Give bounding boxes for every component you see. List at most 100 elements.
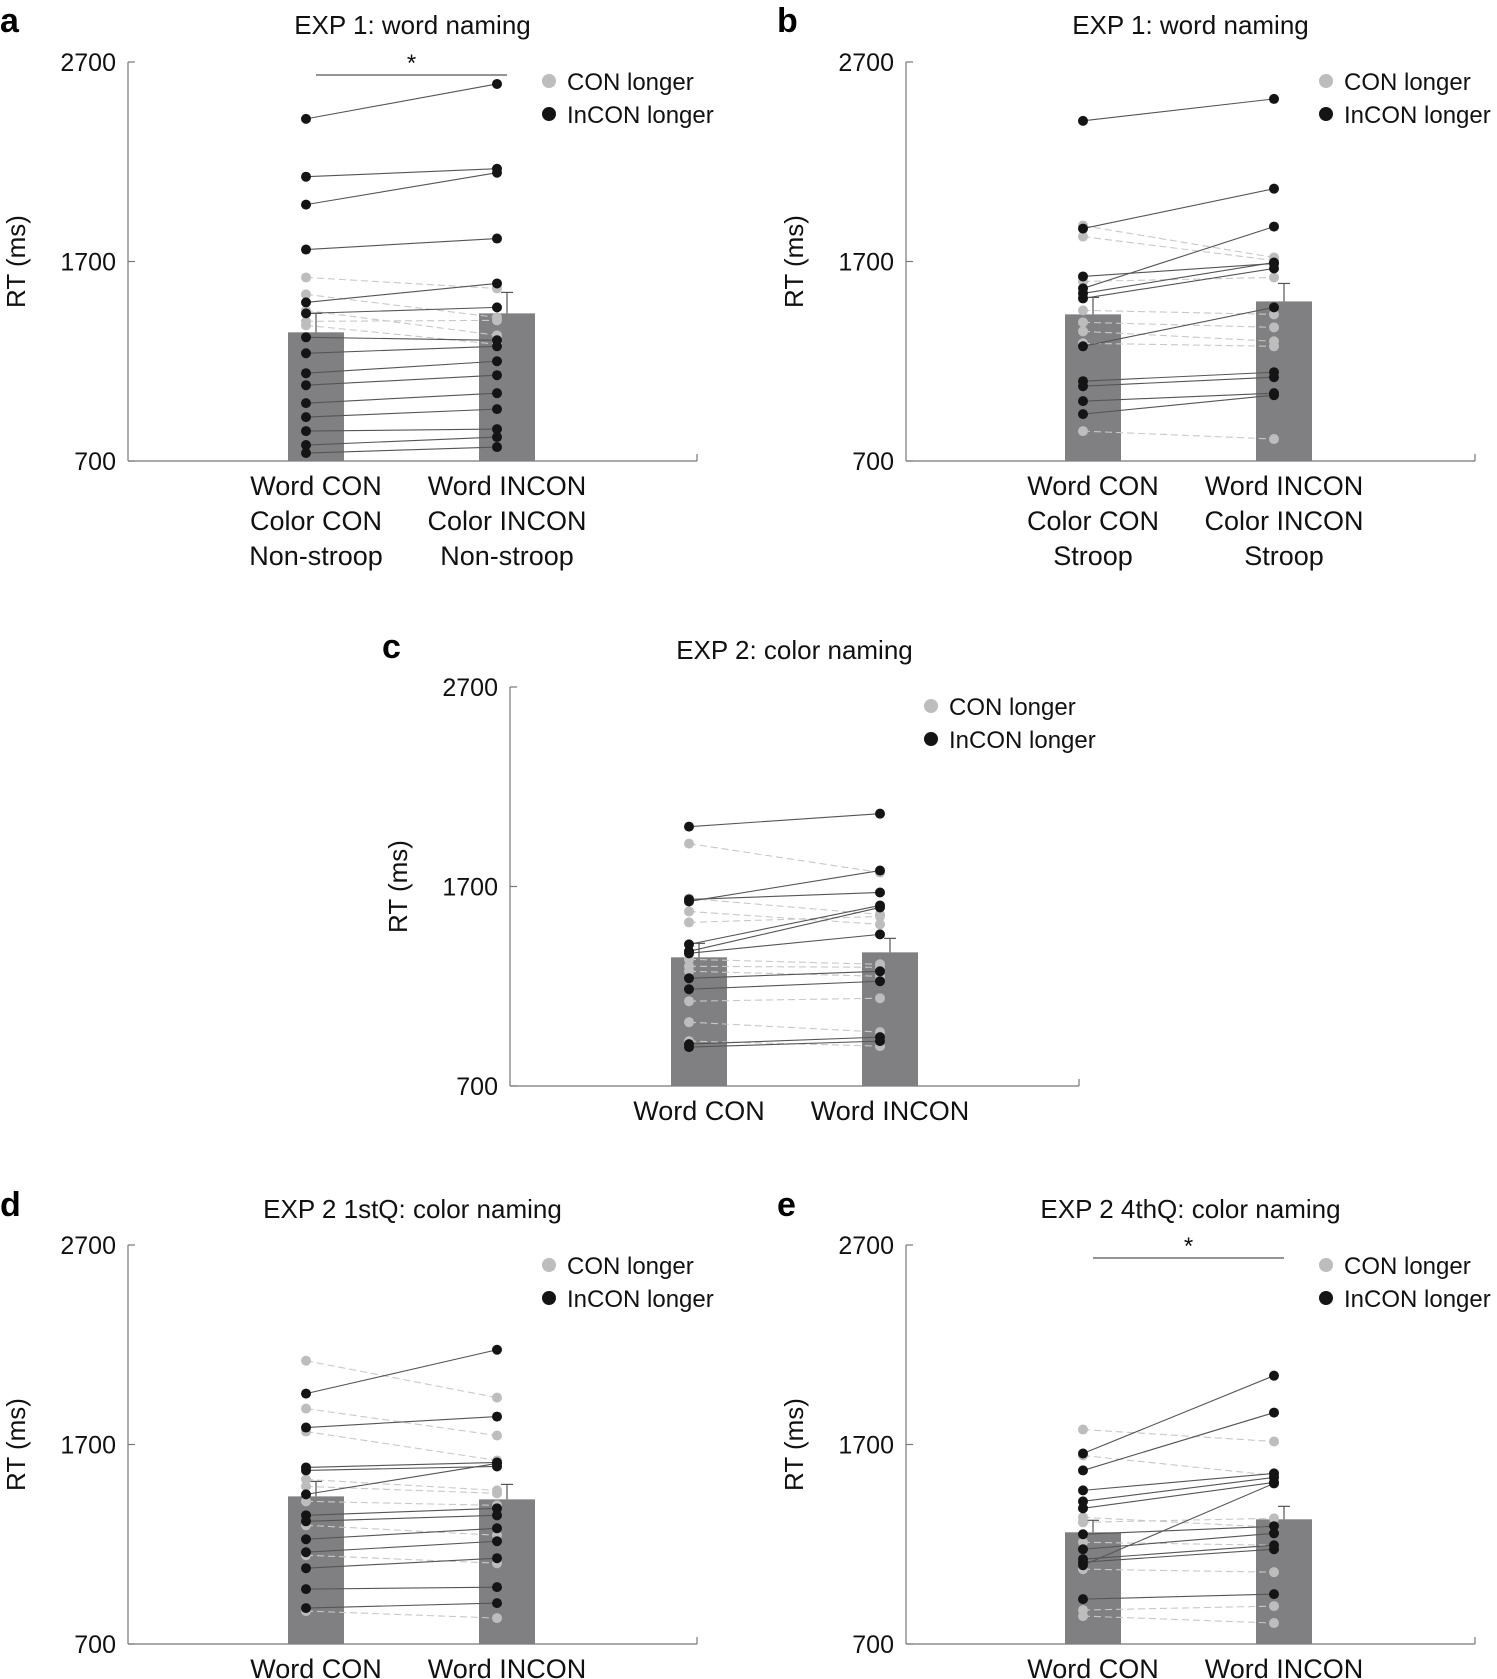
subject-line <box>1082 1568 1275 1573</box>
subject-point <box>301 244 311 255</box>
subject-line <box>688 897 881 915</box>
subject-line <box>1082 1517 1275 1523</box>
subject-point <box>875 993 885 1004</box>
subject-point <box>1269 390 1279 401</box>
subject-point <box>301 1563 311 1574</box>
panel-d: d EXP 2 1stQ: color naming 700 1700 2700 RT (… <box>0 1186 714 1679</box>
x-tick-label: Color INCON <box>427 506 586 536</box>
subject-line <box>305 1524 498 1536</box>
subject-point <box>492 1392 502 1403</box>
subject-point <box>1078 1424 1088 1435</box>
subject-line <box>688 813 881 828</box>
legend-dot-incon-longer <box>1319 107 1333 121</box>
subject-point <box>1269 1589 1279 1600</box>
x-tick-label: Word INCON <box>428 471 587 501</box>
subject-line <box>688 843 881 874</box>
legend-dot-incon-longer <box>924 732 938 746</box>
legend-dot-con-longer <box>1319 74 1333 88</box>
subject-line <box>305 238 498 251</box>
panel-letter: e <box>777 1186 796 1224</box>
x-tick-label: Color INCON <box>1204 506 1363 536</box>
legend-label-incon-longer: InCON longer <box>1344 1286 1491 1313</box>
panel-title: EXP 1: word naming <box>294 10 531 40</box>
x-tick-label: Word INCON <box>811 1096 970 1126</box>
subject-point <box>875 966 885 977</box>
x-tick-label: Word CON <box>250 1654 382 1679</box>
subject-line <box>305 324 498 345</box>
subject-line <box>1082 236 1275 262</box>
subject-line <box>305 309 498 336</box>
subject-point <box>684 896 694 907</box>
subject-point <box>1078 305 1088 316</box>
x-tick-label: Color CON <box>1027 506 1159 536</box>
bar <box>1065 1532 1121 1644</box>
subject-line <box>688 958 881 965</box>
subject-point <box>1269 1436 1279 1447</box>
subject-point <box>301 426 311 437</box>
subject-line <box>1082 371 1275 382</box>
subject-point <box>492 233 502 244</box>
significance-star: * <box>1184 1233 1193 1260</box>
subject-point <box>1269 221 1279 232</box>
subject-line <box>1082 321 1275 328</box>
panel-b: b EXP 1: word naming 700 1700 2700 RT (ms) Wor… <box>777 2 1491 571</box>
subject-point <box>1269 1513 1279 1524</box>
subject-line <box>688 933 881 954</box>
x-tick-label: Non-stroop <box>249 541 383 571</box>
x-tick-label: Word CON <box>250 471 382 501</box>
significance-star: * <box>407 50 416 77</box>
subject-line <box>305 428 498 432</box>
y-axis-label: RT (ms) <box>779 215 809 308</box>
subject-line <box>688 1036 881 1045</box>
subject-line <box>1082 342 1275 347</box>
subject-line <box>688 965 881 968</box>
subject-point <box>492 1344 502 1355</box>
subject-point <box>1269 341 1279 352</box>
subject-point <box>1078 271 1088 282</box>
subject-point <box>301 1403 311 1414</box>
y-tick-label: 700 <box>74 1631 116 1659</box>
subject-point <box>1078 396 1088 407</box>
y-tick-label: 700 <box>74 448 116 476</box>
subject-point <box>301 1603 311 1614</box>
subject-point <box>1078 1448 1088 1459</box>
bar <box>1065 314 1121 461</box>
subject-point <box>492 278 502 289</box>
legend-label-incon-longer: InCON longer <box>567 102 714 129</box>
subject-point <box>1078 317 1088 328</box>
y-axis-label: RT (ms) <box>779 1398 809 1491</box>
y-tick-label: 700 <box>852 448 894 476</box>
panel-letter: a <box>0 2 20 40</box>
subject-line <box>305 446 498 454</box>
subject-line <box>1082 1548 1275 1563</box>
y-tick-label: 1700 <box>60 249 116 277</box>
subject-line <box>1082 430 1275 440</box>
subject-line <box>1082 1593 1275 1600</box>
subject-line <box>1082 98 1275 122</box>
subject-line <box>305 306 498 314</box>
subject-line <box>1082 1541 1275 1546</box>
subject-point <box>875 911 885 922</box>
subject-point <box>301 308 311 319</box>
subject-line <box>305 1500 498 1506</box>
x-tick-label: Word CON <box>1027 1654 1159 1679</box>
subject-line <box>1082 330 1275 342</box>
x-tick-label: Stroop <box>1244 541 1324 571</box>
subject-line <box>305 345 498 354</box>
subject-point <box>1269 183 1279 194</box>
subject-point <box>1078 426 1088 437</box>
subject-point <box>1269 434 1279 445</box>
subject-point <box>301 398 311 409</box>
y-axis-label: RT (ms) <box>1 215 31 308</box>
legend-dot-con-longer <box>542 1258 556 1272</box>
subject-line <box>305 282 498 303</box>
y-axis-label: RT (ms) <box>1 1398 31 1491</box>
subject-point <box>1269 1528 1279 1539</box>
subject-line <box>305 436 498 446</box>
subject-point <box>875 929 885 940</box>
y-tick-label: 1700 <box>442 874 498 902</box>
subject-point <box>1078 1560 1088 1571</box>
subject-line <box>1082 261 1275 294</box>
subject-line <box>1082 306 1275 347</box>
subject-point <box>492 1458 502 1469</box>
